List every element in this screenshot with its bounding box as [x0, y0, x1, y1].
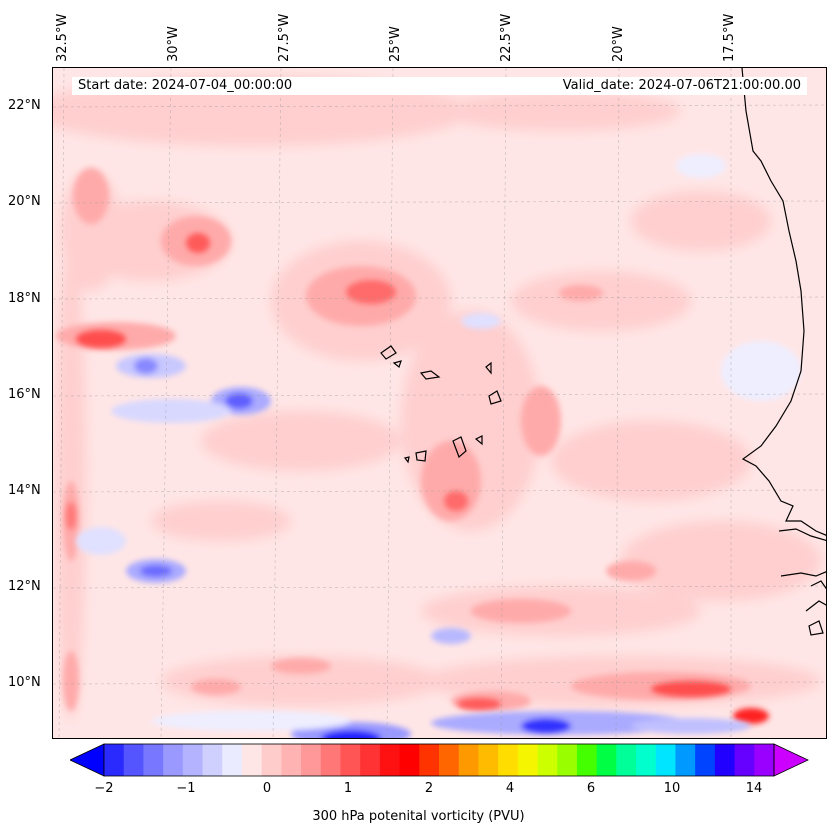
colorbar-segment	[754, 744, 775, 776]
colorbar-segment	[301, 744, 322, 776]
lat-label-14n: 14°N	[8, 483, 41, 498]
map-field-svg	[53, 68, 826, 738]
colorbar-segment	[320, 744, 341, 776]
colorbar-segment	[636, 744, 657, 776]
colorbar-segment	[734, 744, 755, 776]
colorbar-segment	[714, 744, 736, 776]
colorbar-segment	[182, 744, 204, 776]
colorbar-segment	[498, 744, 519, 776]
colorbar-segment	[241, 744, 263, 776]
colorbar-arrow-high	[773, 743, 809, 777]
colorbar-segment	[439, 744, 460, 776]
colorbar-segment	[537, 744, 558, 776]
colorbar-segment	[458, 744, 479, 776]
cb-tick-14: 14	[745, 781, 763, 796]
colorbar-frame	[103, 743, 775, 777]
cb-tick-10: 10	[663, 781, 681, 796]
lon-label-27-5w: 27.5°W	[277, 13, 292, 62]
colorbar-label: 300 hPa potenital vorticity (PVU)	[312, 809, 525, 824]
colorbar-segment	[478, 744, 499, 776]
colorbar-segment	[379, 744, 401, 776]
lat-label-10n: 10°N	[8, 675, 41, 690]
colorbar-segment	[695, 744, 716, 776]
colorbar-segment	[576, 744, 598, 776]
map-gridlines	[53, 68, 826, 738]
colorbar-segment	[675, 744, 696, 776]
pv-blue-regions	[76, 154, 801, 738]
colorbar-segment	[557, 744, 578, 776]
lat-label-12n: 12°N	[8, 579, 41, 594]
valid-date-label: Valid_date: 2024-07-06T21:00:00.00	[330, 77, 807, 95]
cb-tick-4: 4	[505, 781, 515, 796]
lon-label-20w: 20°W	[611, 26, 626, 62]
cb-tick-neg1: −1	[176, 781, 196, 796]
colorbar-segment	[517, 744, 539, 776]
lon-label-25w: 25°W	[388, 26, 403, 62]
colorbar-segment	[202, 744, 223, 776]
lon-label-17-5w: 17.5°W	[722, 13, 737, 62]
lat-label-20n: 20°N	[8, 194, 41, 209]
start-date-label: Start date: 2024-07-04_00:00:00	[72, 77, 342, 95]
colorbar-segment	[655, 744, 676, 776]
colorbar	[70, 743, 809, 777]
colorbar-segment	[399, 744, 420, 776]
cb-tick-neg2: −2	[94, 781, 114, 796]
lat-label-22n: 22°N	[8, 98, 41, 113]
lon-label-30w: 30°W	[166, 26, 181, 62]
cb-tick-6: 6	[586, 781, 596, 796]
colorbar-segment	[360, 744, 381, 776]
colorbar-segment	[281, 744, 302, 776]
lon-label-32-5w: 32.5°W	[55, 13, 70, 62]
colorbar-segment	[123, 744, 144, 776]
colorbar-segment	[419, 744, 440, 776]
colorbar-segment	[104, 744, 125, 776]
pv-red-cores	[66, 233, 769, 724]
cb-tick-2: 2	[424, 781, 434, 796]
colorbar-segment	[616, 744, 637, 776]
map-panel	[52, 67, 827, 739]
lat-label-16n: 16°N	[8, 387, 41, 402]
colorbar-segment	[340, 744, 361, 776]
pv-medium-pink-field	[56, 168, 751, 711]
colorbar-segment	[143, 744, 164, 776]
lon-label-22-5w: 22.5°W	[499, 13, 514, 62]
colorbar-segment	[596, 744, 617, 776]
cb-tick-0: 0	[262, 781, 272, 796]
colorbar-segment	[163, 744, 184, 776]
cb-tick-1: 1	[343, 781, 353, 796]
colorbar-segment	[261, 744, 282, 776]
colorbar-segment	[222, 744, 243, 776]
coastline	[380, 68, 826, 636]
colorbar-arrow-low	[70, 743, 105, 777]
lat-label-18n: 18°N	[8, 291, 41, 306]
